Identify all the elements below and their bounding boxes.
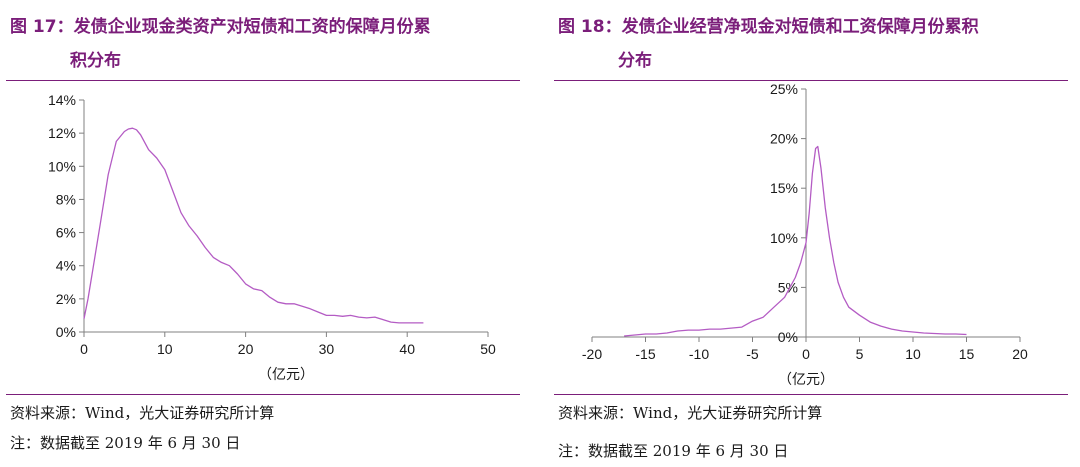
- x-tick-label: -15: [635, 346, 655, 362]
- x-tick-label: 50: [480, 341, 496, 357]
- x-tick-label: 0: [80, 341, 88, 357]
- x-tick-label: -5: [746, 346, 759, 362]
- y-tick-label: 8%: [56, 191, 76, 207]
- figure-17-note: 注：数据截至 2019 年 6 月 30 日: [10, 434, 241, 452]
- figure-18-panel: 图 18：发债企业经营净现金对短债和工资保障月份累积 分布 0% 5% 10% 15%…: [548, 0, 1078, 467]
- x-tick-label: 40: [399, 341, 415, 357]
- figure-18-note: 注：数据截至 2019 年 6 月 30 日: [558, 442, 789, 460]
- figure-17-title: 图 17：发债企业现金类资产对短债和工资的保障月份累 积分布: [10, 10, 520, 78]
- x-tick-label: 20: [1012, 346, 1028, 362]
- x-tick-label: 10: [905, 346, 921, 362]
- y-tick-label: 12%: [48, 125, 76, 141]
- figure-17-panel: 图 17：发债企业现金类资产对短债和工资的保障月份累 积分布 0% 2% 4% 6% 8…: [0, 0, 530, 467]
- x-axis-label: （亿元）: [778, 371, 834, 387]
- x-tick-label: -10: [689, 346, 709, 362]
- y-tick-label: 6%: [56, 225, 76, 241]
- y-tick-label: 10%: [48, 158, 76, 174]
- figure-18-title: 图 18：发债企业经营净现金对短债和工资保障月份累积 分布: [558, 10, 1068, 78]
- y-tick-label: 15%: [770, 180, 798, 196]
- figure-18-bottom-rule: [554, 394, 1068, 395]
- y-tick-label: 20%: [770, 131, 798, 147]
- figure-18-title-line1: 图 18：发债企业经营净现金对短债和工资保障月份累积: [558, 17, 979, 37]
- figure-18-chart: 0% 5% 10% 15% 20% 25% -20 -15 -10 -5 0 5 10 15 20 （亿元）: [582, 82, 1028, 387]
- x-tick-label: 20: [238, 341, 254, 357]
- x-tick-label: 15: [959, 346, 975, 362]
- y-tick-label: 25%: [770, 82, 798, 97]
- figure-18-source: 资料来源：Wind，光大证券研究所计算: [558, 404, 823, 422]
- y-tick-label: 14%: [48, 92, 76, 108]
- series-line: [624, 145, 967, 337]
- figure-17-chart: 0% 2% 4% 6% 8% 10% 12% 14% 0 10 20 30 40 50 （亿元）: [48, 92, 496, 382]
- series-line: [83, 127, 424, 324]
- figure-18-top-rule: [554, 80, 1068, 81]
- y-tick-label: 0%: [56, 324, 76, 340]
- y-tick-label: 10%: [770, 230, 798, 246]
- figure-17-top-rule: [6, 80, 520, 81]
- figure-17-bottom-rule: [6, 394, 520, 395]
- x-tick-label: 0: [802, 346, 810, 362]
- x-tick-label: 10: [157, 341, 173, 357]
- y-tick-label: 5%: [778, 279, 798, 295]
- y-tick-label: 4%: [56, 258, 76, 274]
- y-tick-label: 0%: [778, 329, 798, 345]
- figure-17-source: 资料来源：Wind，光大证券研究所计算: [10, 404, 275, 422]
- x-tick-label: -20: [582, 346, 602, 362]
- y-tick-label: 2%: [56, 291, 76, 307]
- x-tick-label: 30: [319, 341, 335, 357]
- figure-18-title-line2: 分布: [618, 51, 652, 71]
- figure-17-title-line1: 图 17：发债企业现金类资产对短债和工资的保障月份累: [10, 17, 431, 37]
- figure-17-title-line2: 积分布: [70, 51, 121, 71]
- x-tick-label: 5: [856, 346, 864, 362]
- x-axis-label: （亿元）: [258, 366, 314, 382]
